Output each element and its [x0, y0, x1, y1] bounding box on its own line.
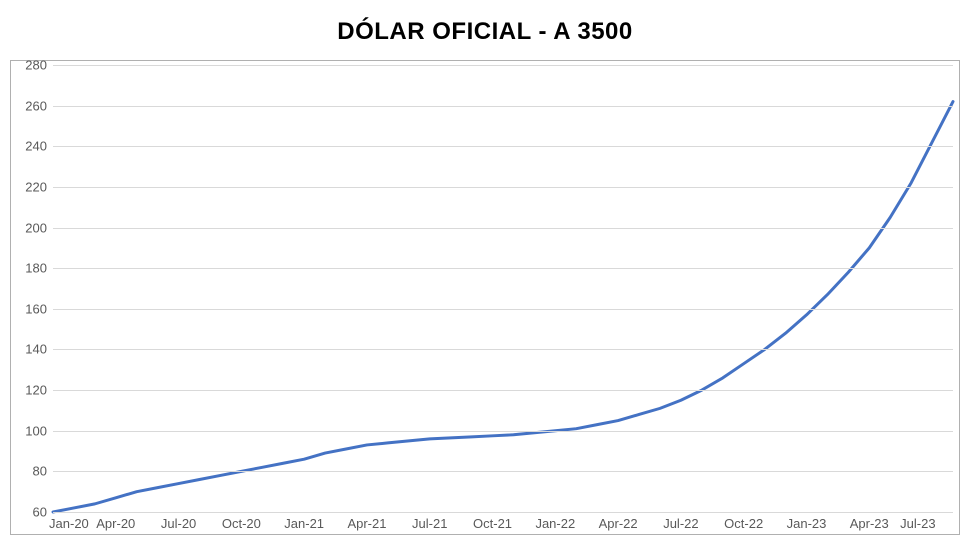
y-tick-label: 160 — [25, 301, 47, 316]
x-tick-label: Jan-23 — [787, 516, 827, 531]
y-tick-label: 180 — [25, 261, 47, 276]
gridline — [53, 228, 953, 229]
y-tick-label: 120 — [25, 383, 47, 398]
gridline — [53, 146, 953, 147]
x-tick-label: Jul-22 — [663, 516, 698, 531]
x-tick-label: Oct-22 — [724, 516, 763, 531]
gridline — [53, 106, 953, 107]
gridline — [53, 187, 953, 188]
y-axis: 6080100120140160180200220240260280 — [11, 61, 53, 512]
chart-title: DÓLAR OFICIAL - A 3500 — [10, 18, 960, 46]
chart-container: DÓLAR OFICIAL - A 3500 60 80 100 120 140 160 1… — [0, 0, 980, 560]
gridline — [53, 268, 953, 269]
gridline — [53, 390, 953, 391]
y-tick-label: 80 — [33, 464, 47, 479]
x-tick-label: Jul-21 — [412, 516, 447, 531]
x-tick-label: Jan-21 — [284, 516, 324, 531]
x-tick-label: Jul-20 — [161, 516, 196, 531]
y-tick-label: 240 — [25, 139, 47, 154]
gridline — [53, 431, 953, 432]
x-tick-label: Oct-21 — [473, 516, 512, 531]
y-tick-label: 220 — [25, 179, 47, 194]
plot-wrap: 60 80 100 120 140 160 180 200 220 240 260 280 Jan-2… — [10, 60, 960, 535]
data-line — [53, 102, 953, 512]
y-tick-label: 260 — [25, 98, 47, 113]
gridline — [53, 349, 953, 350]
y-tick-label: 60 — [33, 505, 47, 520]
x-tick-label: Jul-23 — [900, 516, 935, 531]
x-tick-label: Apr-22 — [599, 516, 638, 531]
x-tick-label: Jan-20 — [49, 516, 89, 531]
x-tick-label: Apr-23 — [850, 516, 889, 531]
y-tick-label: 280 — [25, 57, 47, 72]
plot-area — [53, 65, 953, 512]
x-tick-label: Apr-20 — [96, 516, 135, 531]
x-tick-label: Apr-21 — [347, 516, 386, 531]
x-tick-label: Jan-22 — [535, 516, 575, 531]
x-tick-label: Oct-20 — [222, 516, 261, 531]
gridline — [53, 309, 953, 310]
x-axis: Jan-20Apr-20Jul-20Oct-20Jan-21Apr-21Jul-… — [53, 512, 953, 534]
gridline — [53, 471, 953, 472]
gridline — [53, 65, 953, 66]
y-tick-label: 140 — [25, 342, 47, 357]
y-tick-label: 100 — [25, 423, 47, 438]
y-tick-label: 200 — [25, 220, 47, 235]
line-svg — [53, 65, 953, 512]
